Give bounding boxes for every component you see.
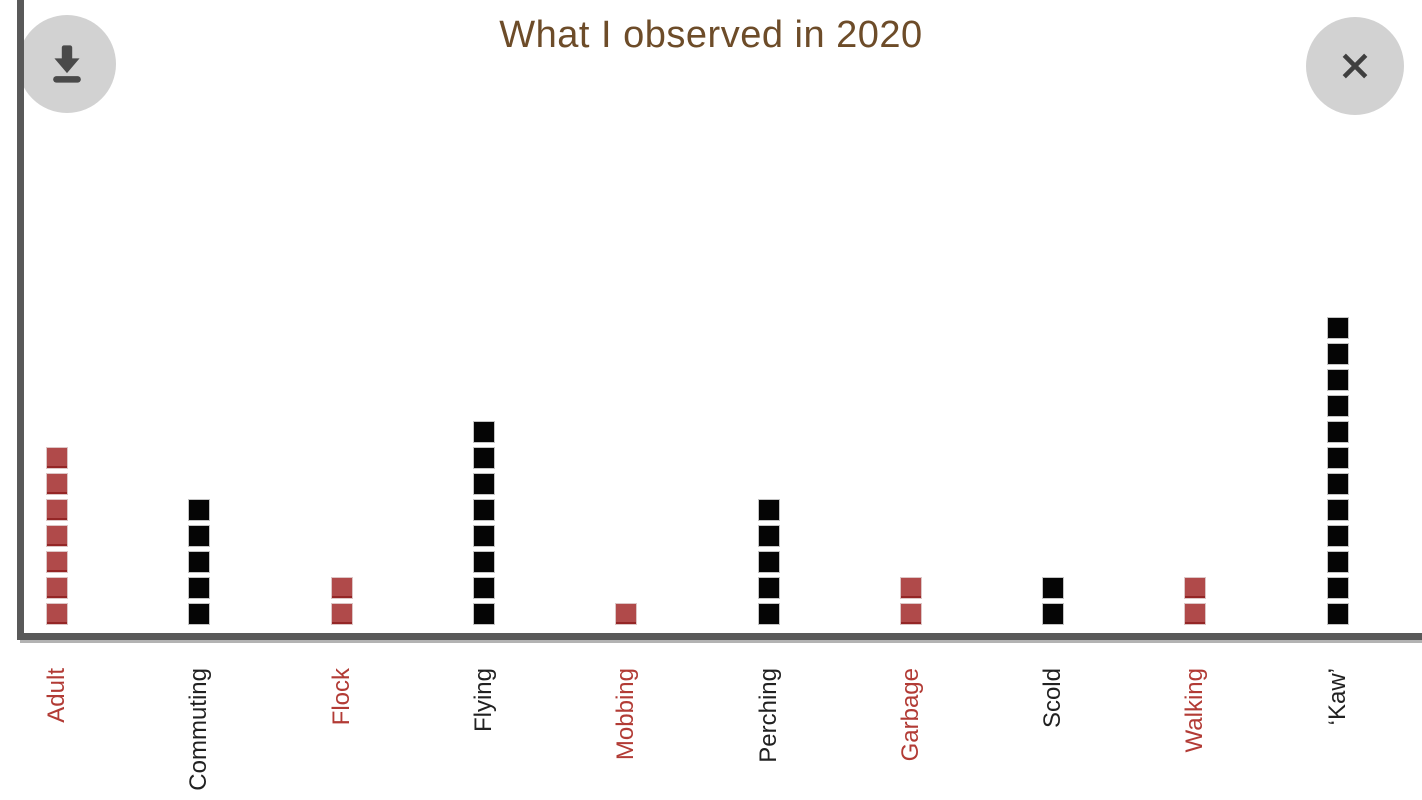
unit-square: [188, 525, 211, 547]
unit-square: [899, 577, 922, 599]
unit-square: [757, 499, 780, 521]
unit-square: [1326, 447, 1349, 469]
x-axis-label: Scold: [1039, 668, 1067, 729]
unit-square: [330, 577, 353, 599]
x-axis-label: Adult: [43, 668, 70, 723]
unit-square: [1042, 577, 1065, 599]
x-axis-line: [17, 633, 1422, 640]
unit-square: [46, 525, 68, 547]
x-axis-label: Perching: [754, 668, 782, 763]
unit-square: [1326, 473, 1349, 495]
unit-square: [46, 551, 68, 573]
unit-square: [757, 603, 780, 625]
x-axis-label: Mobbing: [612, 668, 640, 761]
unit-square: [1326, 343, 1349, 365]
unit-square: [1042, 603, 1065, 625]
unit-square: [188, 577, 211, 599]
unit-square: [472, 577, 495, 599]
unit-square: [46, 447, 68, 469]
unit-square: [1184, 577, 1207, 599]
download-button[interactable]: [18, 15, 116, 113]
unit-square: [1326, 577, 1349, 599]
unit-square: [472, 551, 495, 573]
unit-square: [1326, 395, 1349, 417]
close-button[interactable]: [1306, 17, 1404, 115]
unit-square: [472, 421, 495, 443]
unit-square: [46, 577, 68, 599]
y-axis-line: [17, 0, 24, 640]
x-axis-label: Garbage: [896, 668, 924, 762]
unit-square: [1326, 317, 1349, 339]
unit-square: [757, 525, 780, 547]
unit-square: [615, 603, 638, 625]
download-icon: [53, 45, 81, 83]
unit-square: [472, 525, 495, 547]
chart-title: What I observed in 2020: [499, 14, 923, 56]
unit-square: [899, 603, 922, 625]
unit-square: [1184, 603, 1207, 625]
unit-square: [472, 473, 495, 495]
unit-square: [1326, 421, 1349, 443]
close-icon: [1342, 53, 1368, 79]
x-axis-label: Walking: [1181, 668, 1209, 753]
unit-square: [188, 551, 211, 573]
unit-square: [188, 499, 211, 521]
unit-square: [1326, 603, 1349, 625]
x-axis-label: Commuting: [185, 668, 213, 791]
unit-square: [46, 603, 68, 625]
unit-square: [330, 603, 353, 625]
unit-square: [46, 499, 68, 521]
unit-square: [1326, 369, 1349, 391]
unit-square: [472, 499, 495, 521]
unit-square: [1326, 551, 1349, 573]
x-axis-shadow: [20, 640, 1422, 643]
unit-square: [188, 603, 211, 625]
unit-square: [1326, 499, 1349, 521]
x-axis-label: ‘Kaw’: [1323, 668, 1351, 726]
x-axis-label: Flying: [469, 668, 497, 733]
unit-square: [472, 447, 495, 469]
unit-square: [757, 551, 780, 573]
x-axis-label: Flock: [327, 668, 355, 726]
unit-square: [472, 603, 495, 625]
unit-square: [1326, 525, 1349, 547]
unit-square: [46, 473, 68, 495]
unit-square: [757, 577, 780, 599]
